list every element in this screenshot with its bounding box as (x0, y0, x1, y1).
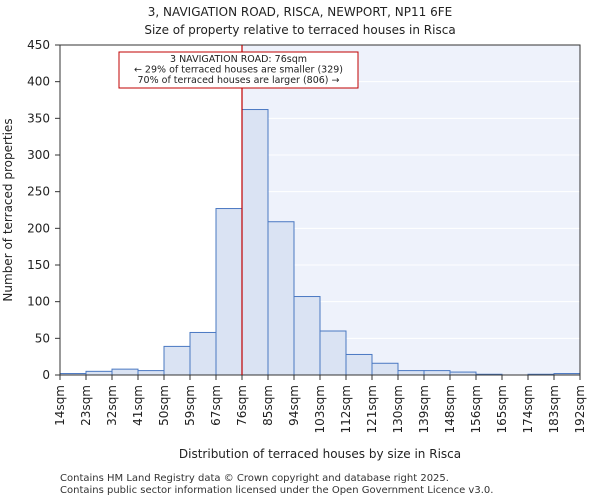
bar-23sqm (85, 370, 113, 376)
y-tick-label-250: 250 (27, 185, 50, 199)
footer-copyright: Contains HM Land Registry data © Crown c… (60, 473, 449, 484)
annotation-box: 3 NAVIGATION ROAD: 76sqm ← 29% of terrac… (118, 51, 359, 89)
x-tick-label-121sqm: 121sqm (365, 385, 379, 433)
bar-94sqm (293, 296, 321, 376)
bar-121sqm (371, 362, 399, 376)
x-tick-label-103sqm: 103sqm (313, 385, 327, 433)
bar-112sqm (345, 353, 373, 376)
y-tick-label-150: 150 (27, 258, 50, 272)
y-tick-label-0: 0 (42, 368, 50, 382)
x-tick-label-41sqm: 41sqm (131, 385, 145, 426)
y-tick-label-450: 450 (27, 38, 50, 52)
bar-130sqm (397, 370, 425, 376)
x-tick-label-85sqm: 85sqm (261, 385, 275, 426)
x-tick-label-94sqm: 94sqm (287, 385, 301, 426)
bar-32sqm (111, 368, 139, 376)
chart-title: 3, NAVIGATION ROAD, RISCA, NEWPORT, NP11… (148, 5, 452, 19)
chart-subtitle: Size of property relative to terraced ho… (144, 23, 455, 37)
x-axis-label: Distribution of terraced houses by size … (179, 447, 461, 461)
x-tick-label-50sqm: 50sqm (157, 385, 171, 426)
bar-85sqm (267, 221, 295, 376)
bar-50sqm (163, 345, 191, 376)
annotation-line-2: ← 29% of terraced houses are smaller (32… (134, 65, 343, 76)
bar-76sqm (241, 109, 269, 376)
x-tick-label-165sqm: 165sqm (495, 385, 509, 433)
annotation-line-3: 70% of terraced houses are larger (806) … (138, 75, 340, 86)
bar-67sqm (215, 208, 243, 376)
x-tick-label-148sqm: 148sqm (443, 385, 457, 433)
x-tick-label-23sqm: 23sqm (79, 385, 93, 426)
y-tick-label-200: 200 (27, 221, 50, 235)
x-tick-label-14sqm: 14sqm (53, 385, 67, 426)
y-tick-label-100: 100 (27, 295, 50, 309)
bar-139sqm (423, 370, 451, 376)
bar-41sqm (137, 370, 165, 376)
y-axis-label: Number of terraced properties (1, 118, 15, 301)
x-tick-label-59sqm: 59sqm (183, 385, 197, 426)
y-tick-label-400: 400 (27, 75, 50, 89)
bar-59sqm (189, 331, 217, 376)
y-tick-label-350: 350 (27, 111, 50, 125)
x-tick-label-112sqm: 112sqm (339, 385, 353, 433)
footer-licence: Contains public sector information licen… (60, 485, 494, 496)
x-tick-label-192sqm: 192sqm (573, 385, 587, 433)
y-tick-label-300: 300 (27, 148, 50, 162)
x-tick-label-156sqm: 156sqm (469, 385, 483, 433)
x-tick-label-130sqm: 130sqm (391, 385, 405, 433)
annotation-line-1: 3 NAVIGATION ROAD: 76sqm (170, 54, 307, 65)
x-tick-label-174sqm: 174sqm (521, 385, 535, 433)
y-tick-label-50: 50 (35, 331, 50, 345)
histogram-chart: 3, NAVIGATION ROAD, RISCA, NEWPORT, NP11… (1, 5, 587, 461)
x-tick-label-76sqm: 76sqm (235, 385, 249, 426)
x-tick-label-67sqm: 67sqm (209, 385, 223, 426)
x-tick-label-139sqm: 139sqm (417, 385, 431, 433)
bar-103sqm (319, 330, 347, 376)
x-tick-label-183sqm: 183sqm (547, 385, 561, 433)
x-tick-label-32sqm: 32sqm (105, 385, 119, 426)
